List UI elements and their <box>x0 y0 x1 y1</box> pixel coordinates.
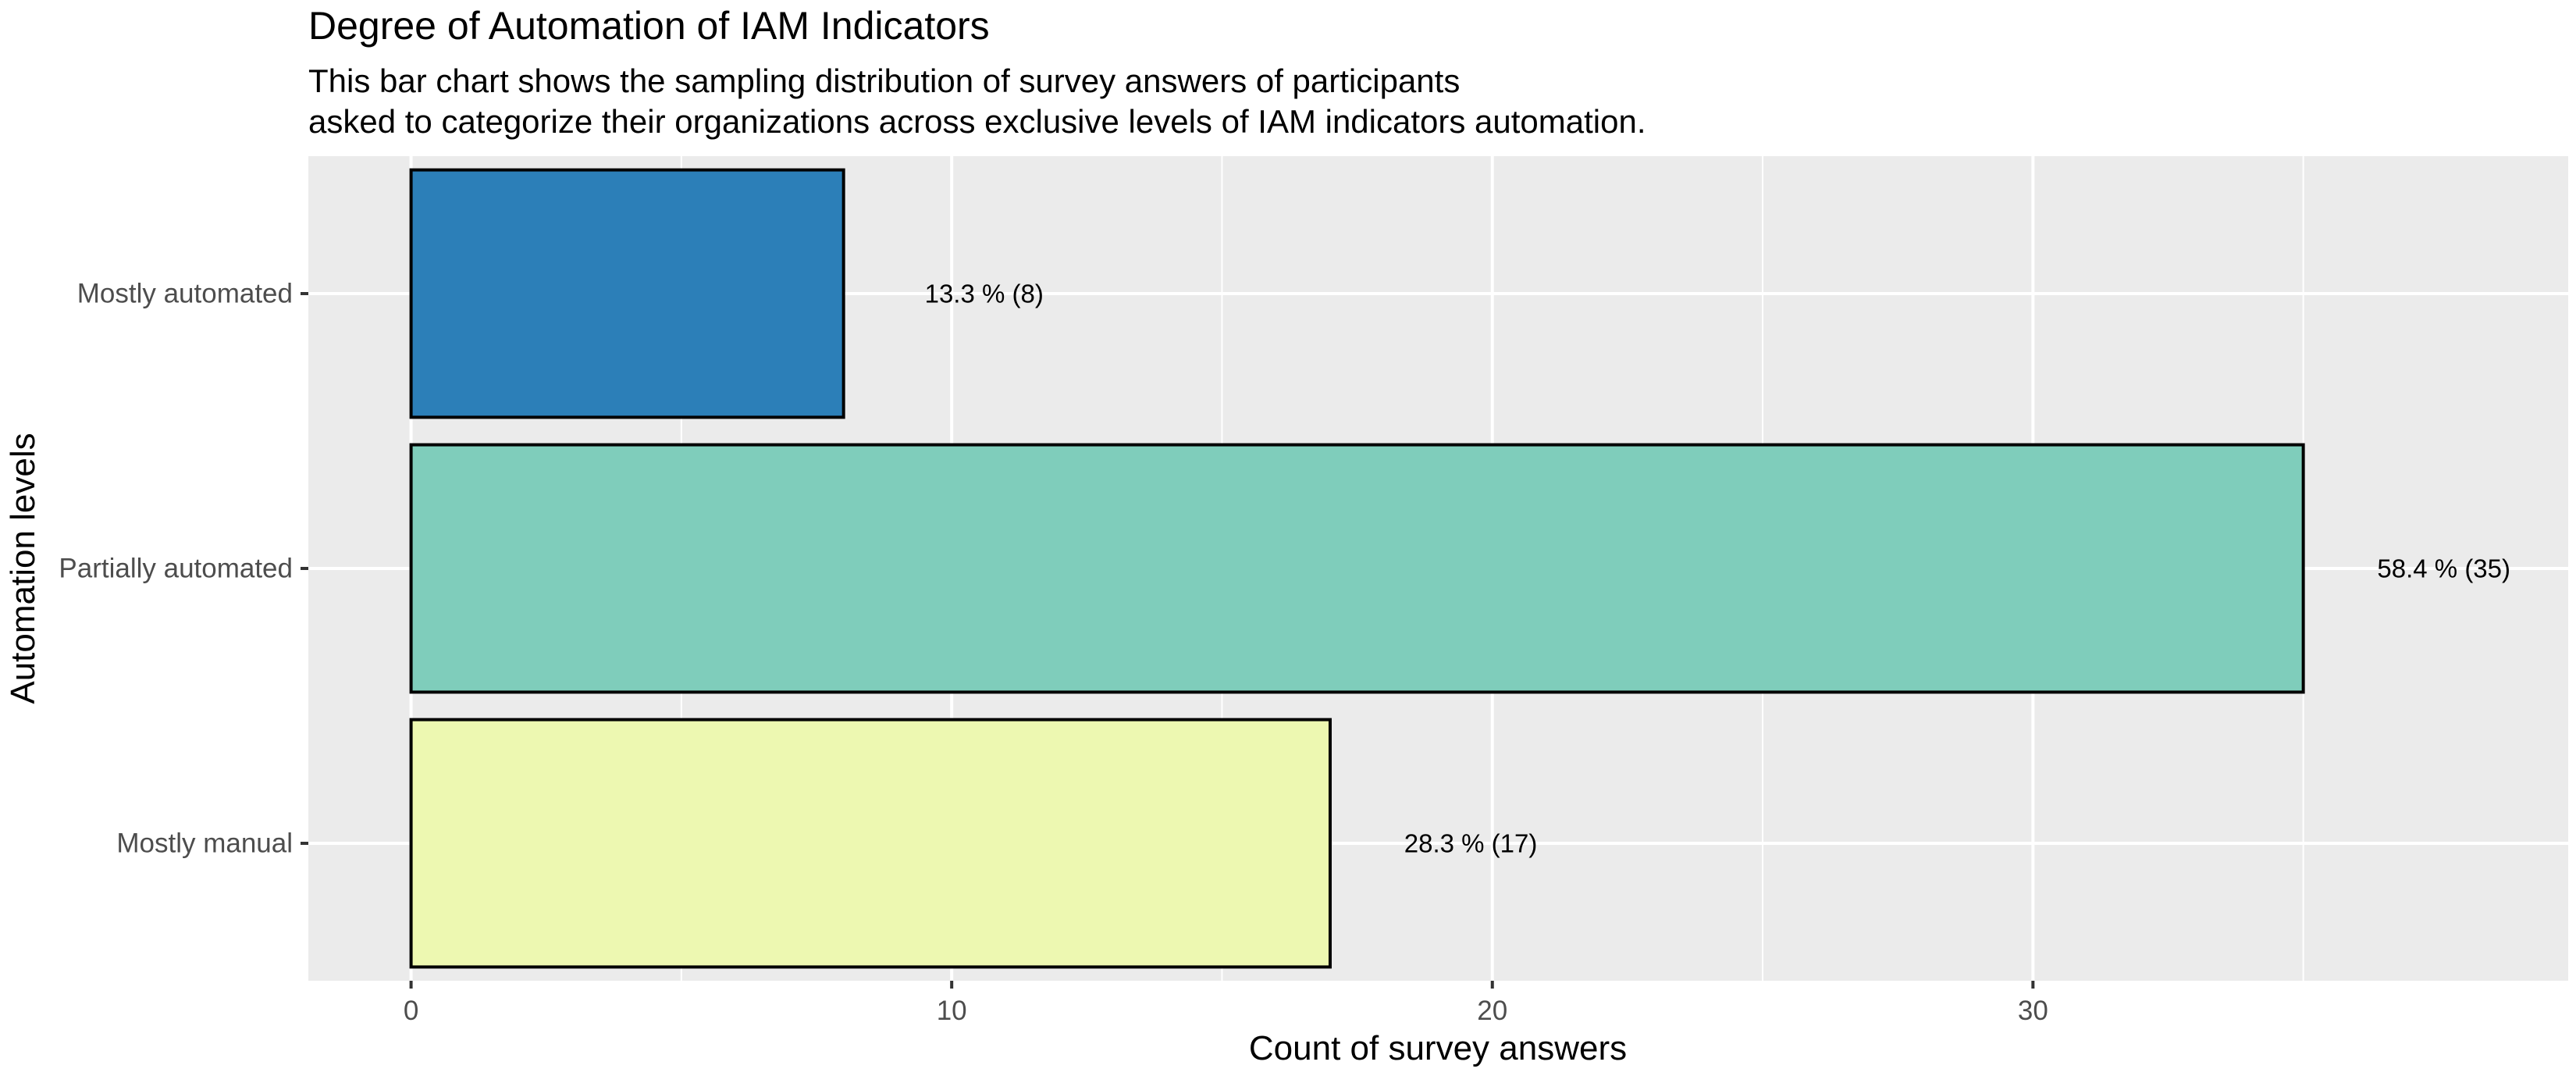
bars <box>409 168 2305 969</box>
data-labels: 13.3 % (8) 58.4 % (35) 28.3 % (17) <box>925 280 2510 858</box>
chart-subtitle-line-2: asked to categorize their organizations … <box>308 103 1646 140</box>
bar-data-label: 58.4 % (35) <box>2377 554 2510 583</box>
x-tick-label: 0 <box>404 996 418 1026</box>
chart-title: Degree of Automation of IAM Indicators <box>308 4 990 48</box>
x-axis-title: Count of survey answers <box>1249 1029 1627 1067</box>
bar-data-label: 13.3 % (8) <box>925 280 1044 308</box>
y-tick-label: Partially automated <box>59 554 293 584</box>
bar <box>409 168 845 419</box>
bar <box>409 718 1332 969</box>
y-tick-label: Mostly manual <box>116 828 293 859</box>
x-axis: 0 10 20 30 <box>404 981 2048 1026</box>
y-tick-label: Mostly automated <box>77 279 293 309</box>
x-tick-label: 20 <box>1477 996 1507 1026</box>
bar-data-label: 28.3 % (17) <box>1404 829 1538 858</box>
x-tick-label: 30 <box>2018 996 2048 1026</box>
x-tick-label: 10 <box>937 996 967 1026</box>
chart-subtitle-line-1: This bar chart shows the sampling distri… <box>308 62 1460 99</box>
y-axis-title: Automation levels <box>4 433 42 704</box>
y-axis: Mostly automated Partially automated Mostl… <box>59 279 308 859</box>
bar <box>409 443 2305 694</box>
